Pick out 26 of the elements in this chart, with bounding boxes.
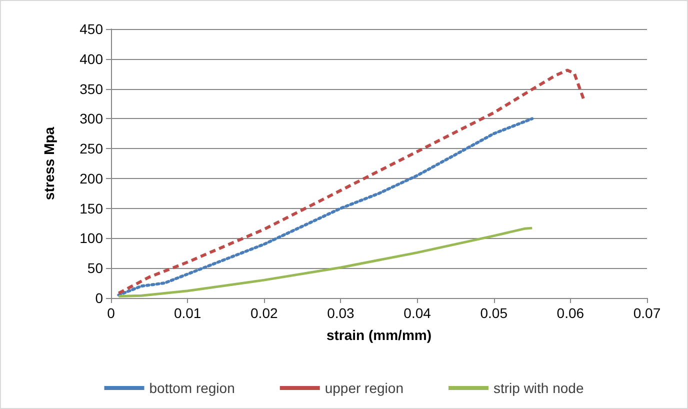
legend-label: upper region <box>324 380 404 396</box>
y-tick-label: 400 <box>80 50 104 67</box>
y-tick-label: 350 <box>80 80 104 97</box>
x-axis-title: strain (mm/mm) <box>326 327 432 343</box>
y-tick-label: 0 <box>95 290 104 306</box>
x-tick-label: 0.03 <box>327 305 355 321</box>
legend-label: strip with node <box>493 380 584 396</box>
x-tick-label: 0.06 <box>556 305 584 321</box>
x-tick-label: 0.02 <box>250 305 278 321</box>
x-tick-label: 0 <box>107 305 116 321</box>
x-tick-label: 0.05 <box>480 305 508 321</box>
y-axis-title: stress Mpa <box>41 126 57 200</box>
x-tick-label: 0.01 <box>174 305 202 321</box>
line-series <box>117 117 534 297</box>
y-tick-label: 450 <box>80 21 104 37</box>
y-tick-label: 100 <box>80 230 104 246</box>
x-tick-label: 0.07 <box>633 305 661 321</box>
line-series <box>117 226 534 298</box>
legend-label: bottom region <box>149 380 235 396</box>
y-tick-label: 250 <box>80 140 104 157</box>
y-tick-label: 150 <box>80 200 104 216</box>
y-tick-label: 200 <box>80 170 104 186</box>
x-tick-label: 0.04 <box>404 305 432 321</box>
y-tick-label: 300 <box>80 110 104 127</box>
line-series <box>117 68 586 295</box>
y-tick-label: 50 <box>87 260 104 276</box>
